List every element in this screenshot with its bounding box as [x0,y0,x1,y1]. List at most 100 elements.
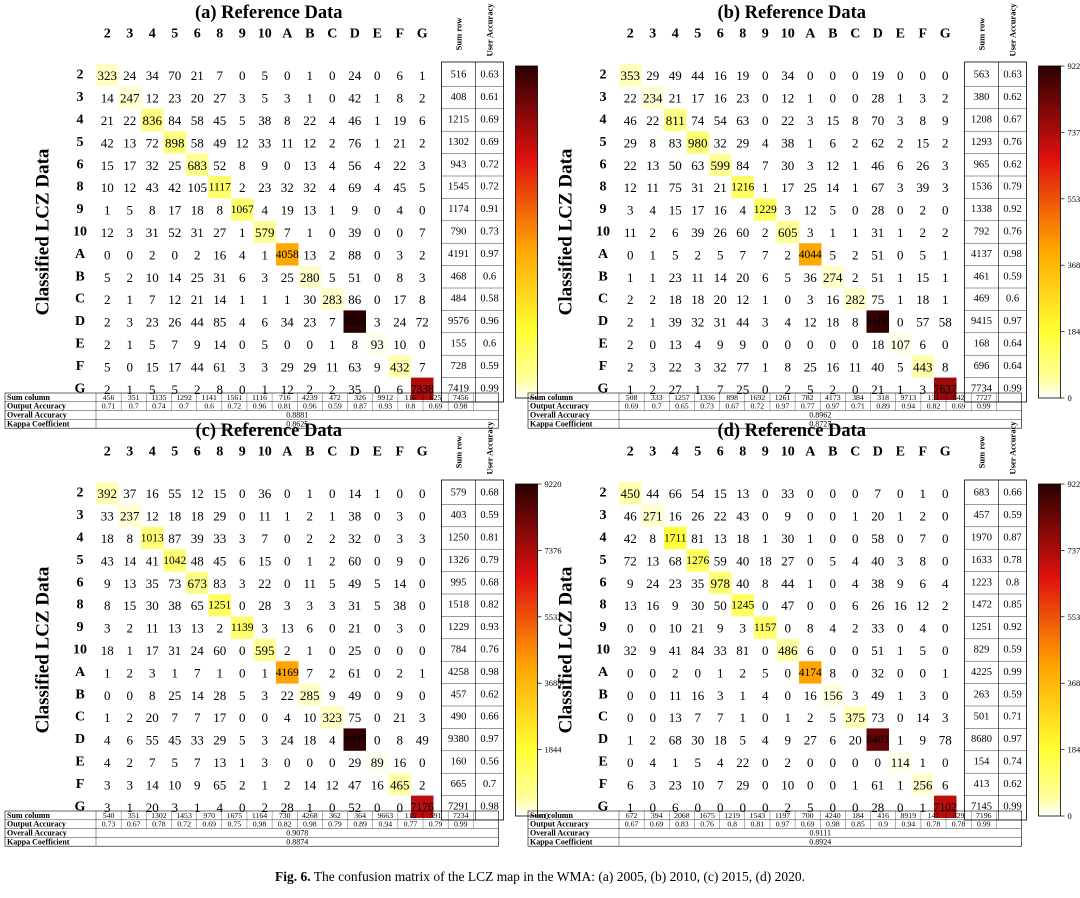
matrix-value: 2 [627,337,634,352]
matrix-value: 18 [168,509,181,524]
user-accuracy-value: 0.99 [1003,801,1021,812]
user-accuracy-value: 0.97 [480,249,498,260]
matrix-value: 22 [714,509,727,524]
matrix-value: 0 [852,531,859,546]
matrix-value: 31 [714,315,727,330]
matrix-value: 0 [852,643,859,658]
matrix-value: 22 [624,91,637,106]
sum-column-value: 730 [279,811,291,820]
matrix-value: 31 [691,180,704,195]
matrix-value: 1276 [686,555,709,567]
matrix-value: 11 [326,359,339,374]
matrix-value: 75 [669,180,682,195]
row-header: 9 [77,620,84,635]
user-accuracy-value: 0.96 [480,316,498,327]
matrix-value: 2 [307,509,314,524]
matrix-value: 7 [762,158,769,173]
matrix-value: 323 [323,710,343,725]
matrix-value: 0 [627,621,634,636]
column-header: D [350,445,360,460]
matrix-value: 1 [194,800,201,815]
matrix-value: 3 [740,621,747,636]
user-accuracy-value: 0.78 [1003,555,1021,566]
matrix-value: 8 [217,203,224,218]
matrix-value: 3 [127,777,134,792]
matrix-value: 9 [262,158,269,173]
matrix-value: 44 [191,315,205,330]
matrix-value: 10 [393,337,406,352]
user-accuracy-value: 0.61 [480,92,498,103]
matrix-value: 3 [807,225,814,240]
sum-column-value: 184 [852,811,864,820]
matrix-value: 5 [374,598,381,613]
matrix-value: 39 [691,225,704,240]
sum-row-value: 1338 [971,204,992,215]
matrix-value: 0 [419,598,426,613]
matrix-value: 486 [778,643,798,658]
output-accuracy-value: 0.94 [901,820,915,829]
summary-row-label: Sum column [7,393,50,402]
matrix-value: 2 [419,777,426,792]
diagonal-cell [321,288,344,311]
matrix-value: 5 [239,688,246,703]
matrix-value: 1 [672,755,679,770]
matrix-value: 88 [348,247,361,262]
user-accuracy-value: 0.6 [1006,294,1019,305]
matrix-value: 24 [646,576,660,591]
summary-row-label: Overall Accuracy [7,829,67,838]
matrix-value: 16 [826,359,840,374]
matrix-value: 2 [284,777,291,792]
matrix-value: 73 [871,710,884,725]
user-accuracy-value: 0.76 [1003,137,1021,148]
matrix-value: 9 [740,337,747,352]
matrix-value: 52 [168,225,181,240]
user-accuracy-value: 0.68 [480,488,498,499]
matrix-value: 0 [897,710,904,725]
matrix-value: 0 [419,755,426,770]
sum-row-value: 7734 [971,383,993,394]
matrix-value: 11 [691,270,704,285]
matrix-value: 0 [762,509,769,524]
matrix-value: 0 [762,643,769,658]
output-accuracy-value: 0.69 [952,402,966,411]
output-accuracy-value: 0.76 [700,820,714,829]
column-header: 5 [694,445,701,460]
matrix-value: 4 [104,755,111,770]
row-header: B [75,269,84,284]
column-header: B [828,445,837,460]
matrix-value: 0 [942,755,949,770]
matrix-value: 2 [740,665,747,680]
row-header: C [75,292,85,307]
matrix-value: 16 [714,68,728,83]
row-header: C [598,292,608,307]
matrix-value: 0 [807,598,814,613]
matrix-value: 0 [627,688,634,703]
matrix-value: 0 [397,643,404,658]
matrix-value: 15 [258,553,271,568]
user-accuracy-value: 0.58 [480,294,498,305]
matrix-value: 11 [849,359,862,374]
matrix-value: 10 [101,180,114,195]
matrix-value: 0 [830,598,837,613]
column-header: E [896,27,905,42]
matrix-value: 22 [258,576,271,591]
matrix-value: 70 [168,68,181,83]
matrix-value: 3 [262,359,269,374]
matrix-value: 0 [852,382,859,397]
matrix-value: 4 [695,337,702,352]
matrix-value: 7176 [411,801,434,813]
diagonal-cell [641,86,664,109]
matrix-value: 0 [374,247,381,262]
matrix-value: 283 [323,292,343,307]
column-header: F [918,445,927,460]
matrix-value: 1013 [141,533,164,545]
matrix-value: 3 [897,113,904,128]
matrix-value: 3 [942,158,949,173]
matrix-value: 1 [762,359,769,374]
matrix-value: 78 [939,733,952,748]
column-header: B [828,27,837,42]
matrix-grid: 392 37 16 55 12 15 0 36 0 1 0 14 1 0 033 237 12 18 18 29 0 11… [96,482,434,818]
matrix-value: 23 [736,91,749,106]
matrix-value: 0 [284,755,291,770]
matrix-value: 0 [762,382,769,397]
